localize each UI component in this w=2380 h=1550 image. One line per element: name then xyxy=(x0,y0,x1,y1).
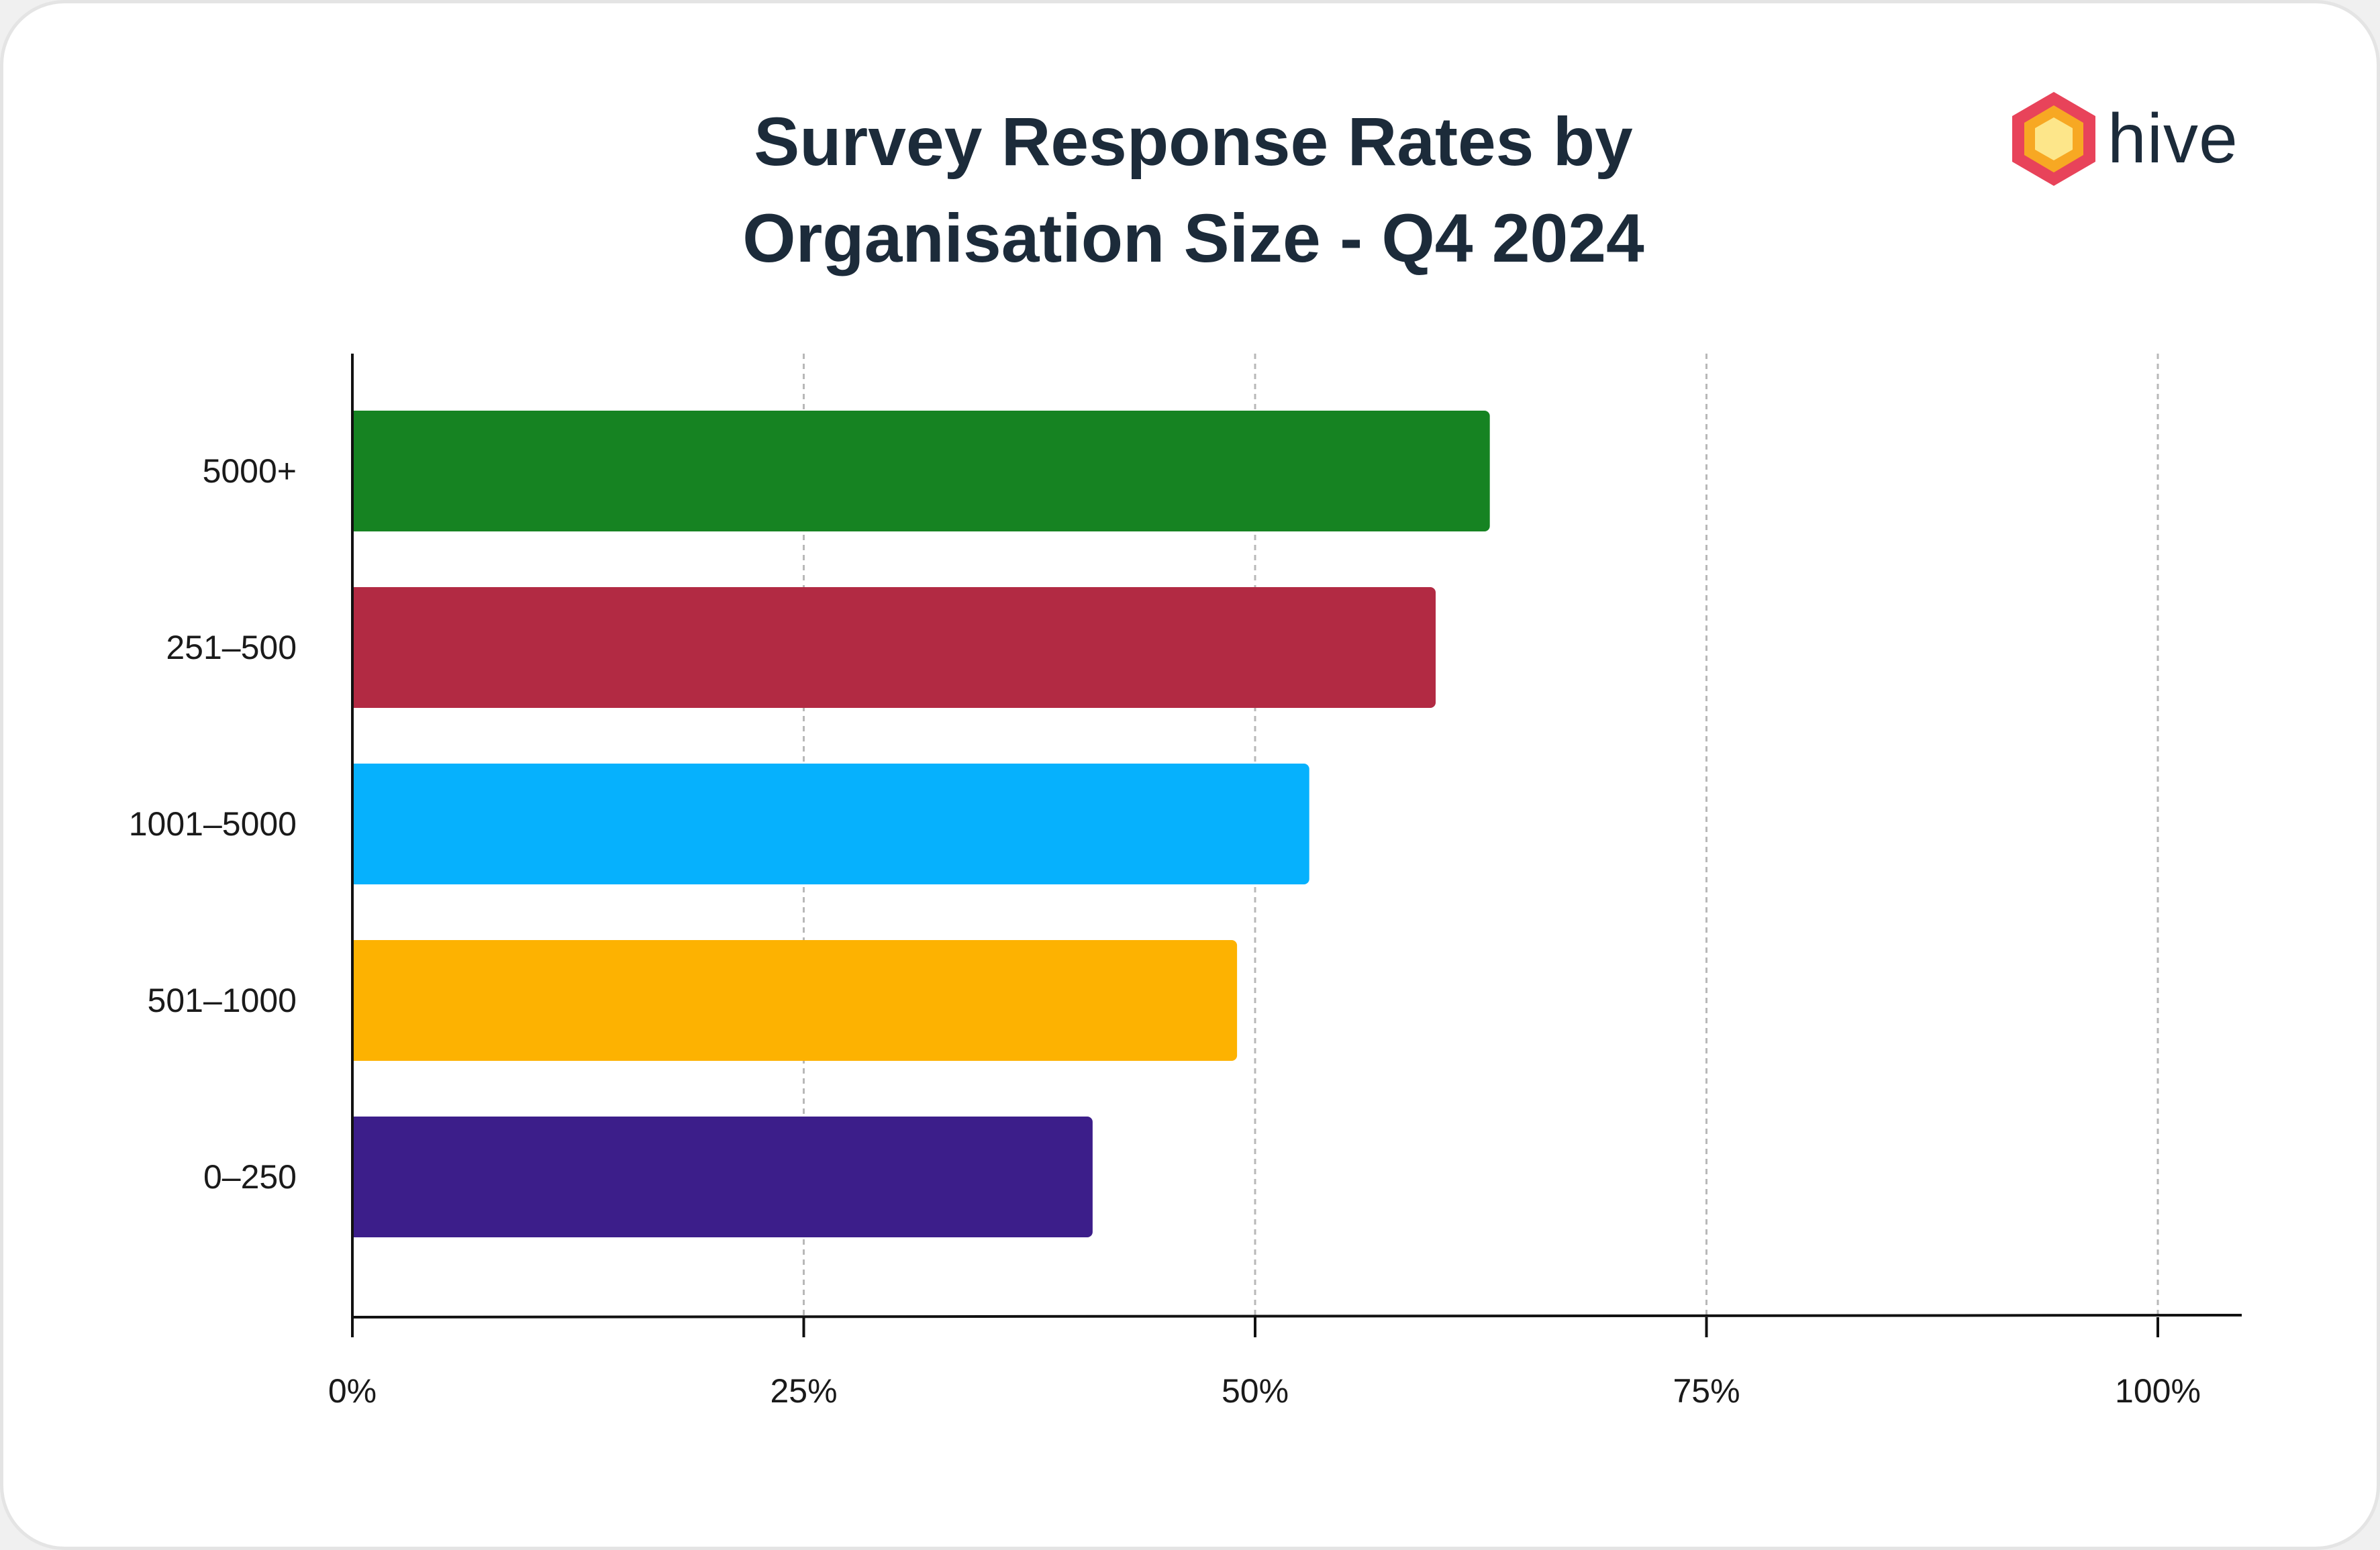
bar-base-0 xyxy=(352,411,366,531)
bar-base-1 xyxy=(352,587,366,708)
bar-base-4 xyxy=(352,1117,366,1237)
bar-3 xyxy=(352,940,1238,1061)
category-label-4: 0–250 xyxy=(203,1158,297,1196)
x-tick-label-1: 25% xyxy=(770,1372,837,1410)
category-label-0: 5000+ xyxy=(203,452,297,490)
category-label-2: 1001–5000 xyxy=(129,805,297,843)
bar-1 xyxy=(352,587,1436,708)
chart-title-line-1: Survey Response Rates by xyxy=(754,103,1633,180)
bar-base-2 xyxy=(352,764,366,884)
chart-title-line-2: Organisation Size - Q4 2024 xyxy=(742,200,1644,276)
chart-title: Survey Response Rates by Organisation Si… xyxy=(3,93,2380,287)
category-label-1: 251–500 xyxy=(166,629,297,666)
x-axis xyxy=(352,1314,2242,1319)
x-tick-label-4: 100% xyxy=(2115,1372,2201,1410)
bar-0 xyxy=(352,411,1490,531)
x-tick-label-3: 75% xyxy=(1673,1372,1740,1410)
x-tick-label-0: 0% xyxy=(328,1372,377,1410)
hive-logo: hive xyxy=(2007,89,2238,189)
x-tick-label-2: 50% xyxy=(1222,1372,1289,1410)
bar-4 xyxy=(352,1117,1093,1237)
bar-2 xyxy=(352,764,1309,884)
bar-base-3 xyxy=(352,940,366,1061)
category-label-3: 501–1000 xyxy=(148,982,297,1019)
logo-wordmark: hive xyxy=(2108,99,2238,178)
hexagon-logo-icon xyxy=(2012,92,2095,186)
